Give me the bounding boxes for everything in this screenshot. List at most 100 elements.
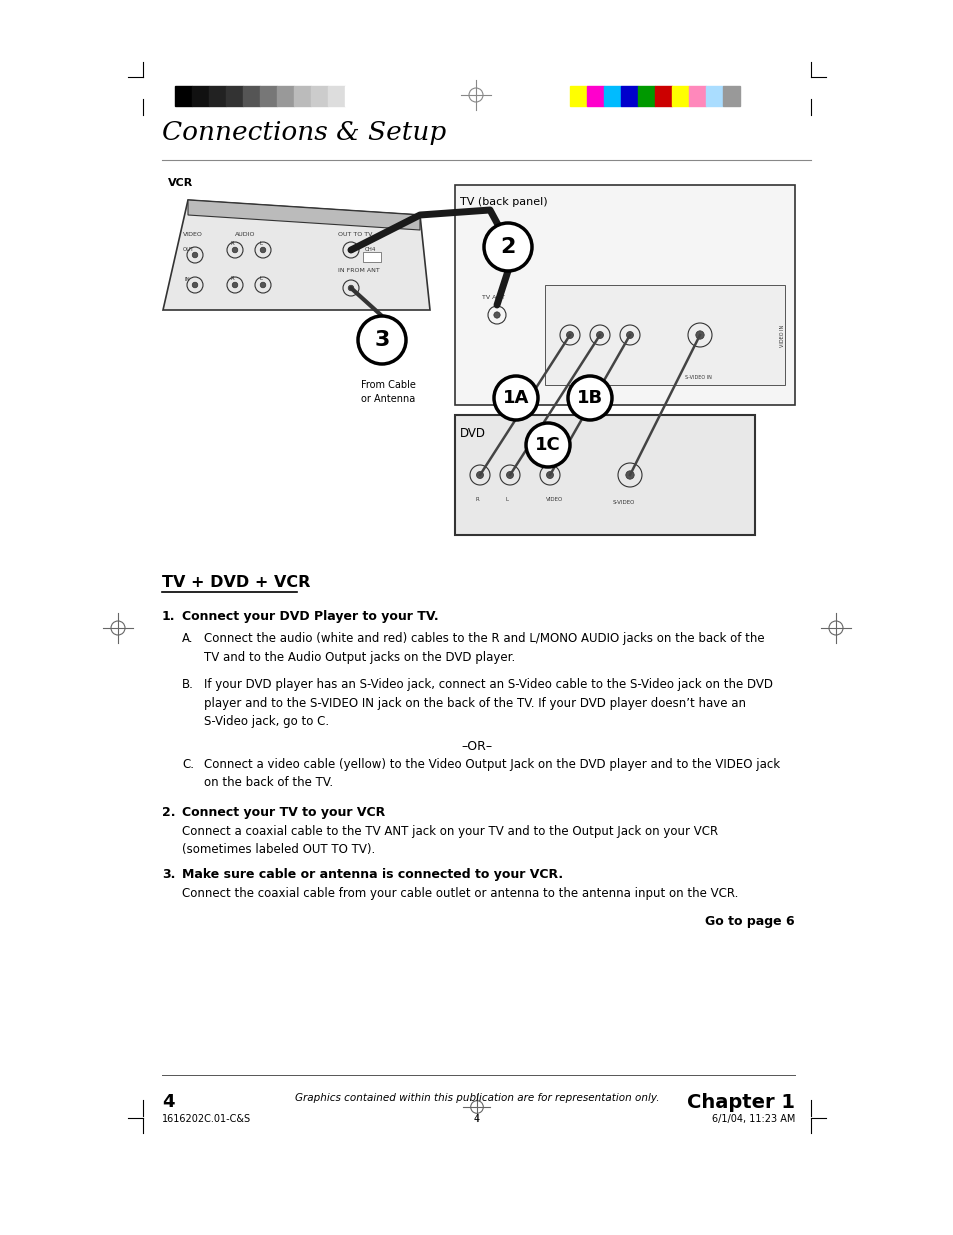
Text: R: R: [231, 241, 234, 246]
Circle shape: [232, 283, 237, 288]
Bar: [276, 86, 294, 106]
Text: L: L: [260, 275, 263, 282]
Text: 2.: 2.: [162, 806, 175, 819]
Text: 1.: 1.: [162, 610, 175, 622]
Bar: [671, 86, 688, 106]
Bar: [586, 86, 603, 106]
Text: IN: IN: [185, 277, 191, 282]
Text: Go to page 6: Go to page 6: [704, 915, 794, 927]
Text: Connect a coaxial cable to the TV ANT jack on your TV and to the Output Jack on : Connect a coaxial cable to the TV ANT ja…: [182, 825, 718, 857]
Bar: [569, 86, 586, 106]
Text: VIDEO: VIDEO: [545, 496, 562, 501]
Text: –OR–: –OR–: [461, 740, 492, 753]
Bar: [544, 285, 784, 385]
Bar: [311, 86, 328, 106]
Bar: [243, 86, 260, 106]
Text: IN FROM ANT: IN FROM ANT: [337, 268, 379, 273]
Text: C.: C.: [182, 758, 193, 771]
Circle shape: [260, 283, 266, 288]
Bar: [345, 86, 361, 106]
Bar: [603, 86, 620, 106]
Circle shape: [476, 472, 483, 478]
Circle shape: [525, 424, 569, 467]
Text: CH4: CH4: [365, 247, 376, 252]
Text: R: R: [231, 275, 234, 282]
Text: VCR: VCR: [168, 178, 193, 188]
Circle shape: [625, 471, 634, 479]
Bar: [655, 86, 671, 106]
Text: AUDIO: AUDIO: [234, 232, 255, 237]
Text: L: L: [260, 241, 263, 246]
Circle shape: [546, 472, 553, 478]
Circle shape: [494, 312, 499, 319]
Bar: [705, 86, 722, 106]
Text: 1616202C.01-C&S: 1616202C.01-C&S: [162, 1114, 251, 1124]
Circle shape: [348, 247, 354, 253]
Text: Connect your DVD Player to your TV.: Connect your DVD Player to your TV.: [182, 610, 438, 622]
Bar: [363, 252, 380, 262]
Circle shape: [192, 252, 197, 258]
Text: L: L: [505, 496, 509, 501]
Text: 4: 4: [474, 1114, 479, 1124]
Bar: [174, 86, 192, 106]
Text: 1A: 1A: [502, 389, 529, 408]
Bar: [226, 86, 243, 106]
Text: TV ANT: TV ANT: [481, 295, 504, 300]
Text: A.: A.: [182, 632, 193, 645]
Circle shape: [567, 375, 612, 420]
Text: TV (back panel): TV (back panel): [459, 198, 547, 207]
Bar: [620, 86, 638, 106]
Circle shape: [626, 331, 633, 338]
Text: Connect a video cable (yellow) to the Video Output Jack on the DVD player and to: Connect a video cable (yellow) to the Vi…: [204, 758, 780, 789]
Text: TV + DVD + VCR: TV + DVD + VCR: [162, 576, 310, 590]
Circle shape: [357, 316, 406, 364]
Polygon shape: [163, 200, 430, 310]
Bar: [328, 86, 345, 106]
Text: DVD: DVD: [459, 427, 485, 440]
Text: Chapter 1: Chapter 1: [686, 1093, 794, 1112]
Text: VIDEO: VIDEO: [183, 232, 203, 237]
Text: S-VIDEO IN: S-VIDEO IN: [684, 375, 711, 380]
Bar: [455, 185, 794, 405]
Text: 1B: 1B: [577, 389, 602, 408]
Circle shape: [348, 285, 354, 290]
Bar: [260, 86, 276, 106]
Circle shape: [494, 375, 537, 420]
Circle shape: [695, 331, 703, 340]
Text: If your DVD player has an S-Video jack, connect an S-Video cable to the S-Video : If your DVD player has an S-Video jack, …: [204, 678, 772, 727]
Text: 6/1/04, 11:23 AM: 6/1/04, 11:23 AM: [711, 1114, 794, 1124]
Text: OUT: OUT: [183, 247, 194, 252]
Circle shape: [260, 247, 266, 253]
Circle shape: [566, 331, 573, 338]
Text: 1C: 1C: [535, 436, 560, 454]
Text: Connect the coaxial cable from your cable outlet or antenna to the antenna input: Connect the coaxial cable from your cabl…: [182, 887, 738, 900]
Bar: [688, 86, 705, 106]
Text: Connections & Setup: Connections & Setup: [162, 120, 446, 144]
Text: 3: 3: [374, 330, 389, 350]
Text: From Cable
or Antenna: From Cable or Antenna: [360, 380, 415, 404]
Text: Graphics contained within this publication are for representation only.: Graphics contained within this publicati…: [294, 1093, 659, 1103]
Text: 4: 4: [162, 1093, 174, 1112]
Bar: [722, 86, 740, 106]
Circle shape: [483, 224, 532, 270]
Circle shape: [596, 331, 603, 338]
Text: 2: 2: [499, 237, 516, 257]
Text: Make sure cable or antenna is connected to your VCR.: Make sure cable or antenna is connected …: [182, 868, 562, 881]
Text: Connect the audio (white and red) cables to the R and L/MONO AUDIO jacks on the : Connect the audio (white and red) cables…: [204, 632, 763, 663]
Polygon shape: [188, 200, 419, 230]
Bar: [192, 86, 209, 106]
Circle shape: [232, 247, 237, 253]
Text: OUT TO TV: OUT TO TV: [337, 232, 372, 237]
Bar: [455, 415, 754, 535]
Text: VIDEO IN: VIDEO IN: [780, 325, 784, 347]
Bar: [294, 86, 311, 106]
Text: Connect your TV to your VCR: Connect your TV to your VCR: [182, 806, 385, 819]
Circle shape: [506, 472, 513, 478]
Text: R: R: [476, 496, 479, 501]
Bar: [209, 86, 226, 106]
Text: B.: B.: [182, 678, 193, 692]
Circle shape: [192, 283, 197, 288]
Text: S-VIDEO: S-VIDEO: [613, 500, 635, 505]
Text: 3.: 3.: [162, 868, 175, 881]
Bar: [638, 86, 655, 106]
